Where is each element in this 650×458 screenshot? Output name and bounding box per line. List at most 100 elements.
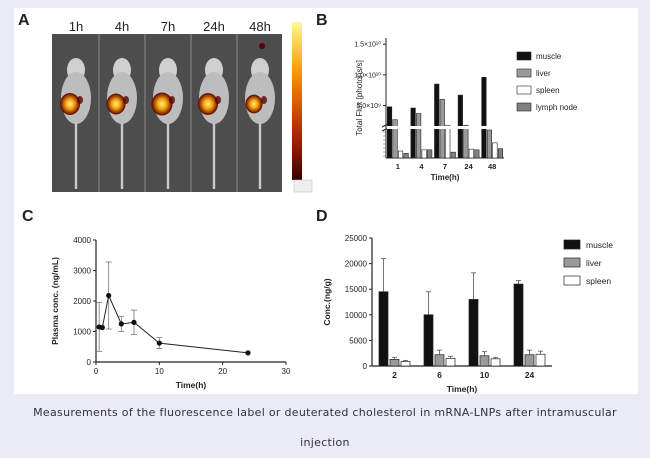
x-tick-label: 6 [437, 370, 442, 380]
bar-lymph-node [474, 149, 480, 159]
bar-muscle [468, 299, 479, 367]
bar-liver [434, 354, 445, 367]
y-tick-label: 1.0×10¹⁰ [354, 71, 381, 79]
y-axis-title: Plasma conc. (ng/mL) [50, 257, 60, 345]
y-axis-title: Conc.(ng/g) [322, 278, 332, 325]
fluorescence-spot-secondary [261, 96, 267, 104]
bar-spleen [400, 361, 411, 367]
fluorescence-spot [60, 93, 80, 115]
bar-spleen [492, 142, 498, 159]
bar-muscle [387, 106, 393, 159]
fluorescence-spot-secondary [77, 96, 83, 104]
panel-a: A 1h 4h 7h 24h 48h [14, 8, 314, 198]
legend-label-muscle: muscle [536, 52, 562, 61]
bar-spleen [535, 353, 546, 367]
timepoint-label-1h: 1h [69, 19, 83, 34]
legend-swatch-muscle [516, 51, 532, 61]
fluorescence-spot [245, 94, 263, 114]
legend-label-spleen: spleen [586, 276, 611, 286]
legend-label-spleen: spleen [536, 86, 560, 95]
legend-label-lymph-node: lymph node [536, 103, 578, 112]
timepoint-label-48h: 48h [249, 19, 271, 34]
bar-break-gap [463, 126, 469, 129]
x-tick-label: 48 [488, 162, 496, 171]
fluorescence-spot-secondary [169, 96, 175, 104]
bar-break-gap [481, 126, 487, 129]
bar-liver [392, 119, 398, 159]
bar-break-gap [457, 126, 464, 129]
x-tick-label: 10 [480, 370, 490, 380]
mouse-tail [74, 123, 78, 189]
bar-lymph-node [450, 151, 456, 159]
bar-break-gap [392, 126, 398, 129]
y-tick-label: 5.0×10⁹ [356, 103, 381, 110]
data-point [118, 321, 124, 327]
y-tick-label: 1000 [73, 328, 91, 337]
x-tick-label: 24 [525, 370, 535, 380]
fluorescence-spot [198, 93, 218, 115]
legend-swatch-spleen [516, 85, 532, 95]
color-scale-legend-box [293, 179, 313, 193]
legend-swatch-liver [516, 68, 532, 78]
x-tick-label: 30 [282, 367, 291, 376]
mouse-tail [212, 123, 216, 189]
legend-swatch-liver [563, 257, 581, 268]
mouse-1h [60, 58, 91, 189]
data-point [245, 350, 251, 356]
x-axis-title: Time(h) [431, 173, 460, 182]
bar-lymph-node [403, 153, 409, 159]
bar-liver [416, 113, 422, 159]
legend-swatch-muscle [563, 239, 581, 250]
timepoint-label-7h: 7h [161, 19, 175, 34]
bar-break-gap [439, 126, 445, 129]
bar-muscle [423, 314, 434, 367]
y-tick-label: 2000 [73, 297, 91, 306]
chart-b: 5.0×10⁹ 1.0×10¹⁰ 1.5×10¹⁰ Total Flux [photo… [354, 38, 578, 182]
color-scale-bar [292, 22, 302, 180]
x-tick-label: 2 [392, 370, 397, 380]
imaging-strip: 1h 4h 7h 24h 48h [52, 19, 313, 193]
figure: A 1h 4h 7h 24h 48h B 5.0×10⁹ 1.0×10¹⁰ 1.5×10¹⁰… [14, 8, 638, 394]
y-tick-label: 5000 [349, 336, 367, 345]
y-tick-label: 15000 [345, 285, 368, 294]
data-point [99, 324, 105, 331]
y-tick-label: 20000 [345, 260, 368, 269]
y-axis-title: Total Flux [photons/s] [355, 60, 364, 136]
timepoint-label-4h: 4h [115, 19, 129, 34]
panel-b: B 5.0×10⁹ 1.0×10¹⁰ 1.5×10¹⁰ Total Flux [pho… [314, 8, 638, 198]
y-tick-label: 3000 [73, 267, 91, 276]
data-point [156, 340, 162, 346]
bar-spleen [468, 148, 474, 159]
y-tick-label: 1.5×10¹⁰ [354, 41, 381, 49]
panel-d-letter: D [316, 208, 328, 225]
bar-break-gap [410, 126, 416, 129]
chart-d: 0 5000 10000 15000 20000 25000 Conc.(ng/g) Time… [322, 234, 613, 394]
fluorescence-spot [106, 93, 126, 115]
bar-lymph-node [497, 148, 503, 159]
x-tick-label: 1 [396, 162, 400, 171]
x-tick-label: 4 [419, 162, 424, 171]
x-axis-title: Time(h) [447, 384, 478, 394]
y-tick-label: 0 [87, 358, 92, 367]
bar-liver [524, 354, 535, 367]
bar-spleen [421, 149, 427, 159]
x-tick-label: 20 [218, 367, 227, 376]
figure-caption: Measurements of the fluorescence label o… [0, 398, 650, 458]
bar-liver [479, 355, 490, 367]
legend-label-liver: liver [586, 258, 602, 268]
bar-spleen [490, 358, 501, 367]
bar-break-gap [445, 126, 451, 129]
panel-b-letter: B [316, 12, 328, 29]
caption-line-1: Measurements of the fluorescence label o… [33, 406, 617, 419]
chart-c: 0 1000 2000 3000 4000 0 10 20 30 Plasma conc. (ng… [50, 236, 291, 390]
x-tick-label: 7 [443, 162, 447, 171]
data-point [131, 319, 137, 325]
legend-swatch-lymph-node [516, 102, 532, 112]
caption-line-2: injection [300, 436, 350, 449]
panel-a-letter: A [18, 12, 30, 29]
mouse-tail [258, 123, 262, 189]
bar-liver [389, 358, 400, 367]
bar-muscle [513, 283, 524, 367]
bar-spleen [445, 124, 451, 159]
data-point [106, 292, 112, 299]
